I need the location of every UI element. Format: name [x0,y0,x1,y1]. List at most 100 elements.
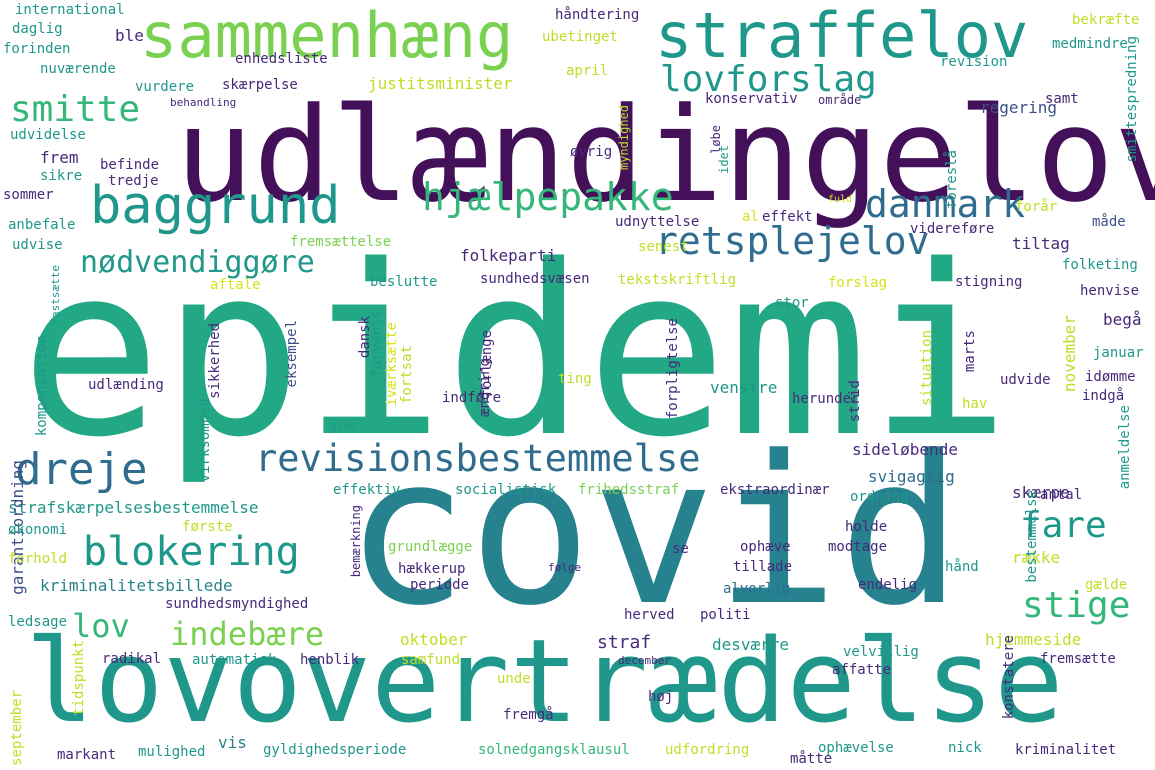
cloud-word: ble [115,26,144,45]
cloud-word: sundhedsmyndighed [165,596,309,612]
cloud-word: henblik [300,652,360,668]
cloud-word: dreje [15,444,148,495]
cloud-word: bemærkning [349,505,363,578]
cloud-word: epidemi [20,216,1011,489]
cloud-word: beslutte [370,274,438,290]
cloud-word: tredje [108,173,159,189]
cloud-word: venstre [710,378,778,397]
cloud-word: håndtering [555,7,640,23]
cloud-word: radikal [102,651,162,667]
cloud-word: sommer [3,187,54,203]
cloud-word: forslag [828,275,888,291]
cloud-word: mulighed [138,744,206,760]
cloud-word: videreføre [910,221,995,237]
cloud-word: stigning [955,274,1023,290]
cloud-word: smittespredning [1124,36,1140,163]
cloud-word: covid [345,413,963,651]
cloud-word: retsplejelov [655,219,930,263]
cloud-word: desværre [712,635,790,654]
cloud-word: aftale [210,277,261,293]
cloud-word: revisionsbestemmelse [255,437,701,480]
cloud-word: straf [597,632,652,653]
cloud-word: økonomi [8,522,68,538]
cloud-word: alvorlig [723,581,791,597]
cloud-word: forpligtelse [665,318,681,420]
cloud-word: begå [1103,310,1142,329]
cloud-word: forhold [8,551,68,567]
cloud-word: eksempel [284,320,300,388]
cloud-word: straffelov [655,0,1029,72]
cloud-word: fremgå [503,707,554,723]
cloud-word: svigagtig [868,467,955,486]
cloud-word: hækkerup [398,561,466,577]
cloud-word: skærpe [1012,483,1070,502]
cloud-word: april [566,63,609,79]
cloud-word: vis [218,733,247,752]
cloud-word: blokering [83,529,300,575]
cloud-word: indføre [442,390,502,406]
cloud-word: måtte [790,751,833,767]
cloud-word: oktober [400,630,468,649]
cloud-word: november [1060,315,1079,393]
cloud-word: situation [919,330,935,406]
cloud-word: endelig [858,577,918,593]
cloud-word: sideløbende [852,440,958,459]
cloud-word: lovovertrædelse [25,615,1064,749]
cloud-word: udnyttelse [615,214,700,230]
cloud-word: strid [847,380,863,423]
cloud-word: forår [1015,199,1058,215]
cloud-word: befinde [100,157,160,173]
cloud-word: sikkerhed [207,323,223,399]
cloud-word: udvise [12,237,63,253]
cloud-word: medmindre [1052,36,1128,52]
cloud-word: revision [940,54,1008,70]
cloud-word: første [182,519,233,535]
cloud-word: ordning [850,489,910,505]
cloud-word: fuld [828,194,853,205]
cloud-word: udlænding [88,377,164,393]
cloud-word: international [15,2,125,18]
cloud-word: måde [1092,214,1126,230]
cloud-word: indgå [1082,388,1125,404]
cloud-word: gælde [1085,577,1128,593]
cloud-word: marts [962,330,978,373]
cloud-word: fremsætte [1040,651,1116,667]
cloud-word: samt [1045,91,1079,107]
cloud-word: herunder [792,391,860,407]
cloud-word: senest [638,239,689,255]
cloud-word: forvente [369,310,385,378]
cloud-word: effekt [762,209,813,225]
cloud-word: konstatere [1001,635,1017,720]
cloud-word: nick [948,740,982,756]
cloud-word: nødvendiggøre [80,245,315,280]
cloud-word: frihedsstraf [578,482,680,498]
cloud-word: herved [624,607,675,623]
cloud-word: ændring [477,358,493,418]
cloud-word: effektiv [333,482,401,498]
cloud-word: foreslå [944,150,960,210]
cloud-word: behandling [170,96,237,109]
cloud-word: velvillig [843,644,919,660]
cloud-word: danmark [865,182,1026,226]
cloud-word: virksomhed [197,398,213,483]
cloud-word: udvide [1000,372,1051,388]
cloud-word: ubetinget [542,29,618,45]
cloud-word: antal [1040,487,1083,503]
cloud-word: sikre [40,168,83,184]
cloud-word: stige [1022,585,1131,626]
cloud-word: periode [410,577,470,593]
cloud-word: gyldighedsperiode [263,742,407,758]
cloud-word: ting [558,371,592,387]
cloud-word: iværksætte [384,322,400,407]
cloud-word: øvrig [570,144,613,160]
cloud-word: folkeparti [460,246,557,265]
cloud-word: konservativ [705,91,798,107]
cloud-word: lov [72,607,130,645]
cloud-word: hjælpepakke [422,175,674,219]
cloud-word: ekstraordinær [720,482,830,498]
cloud-word: samfund [401,652,461,668]
cloud-word: politi [700,607,751,623]
cloud-word: unde [497,671,531,687]
cloud-word: løbe [709,125,723,154]
